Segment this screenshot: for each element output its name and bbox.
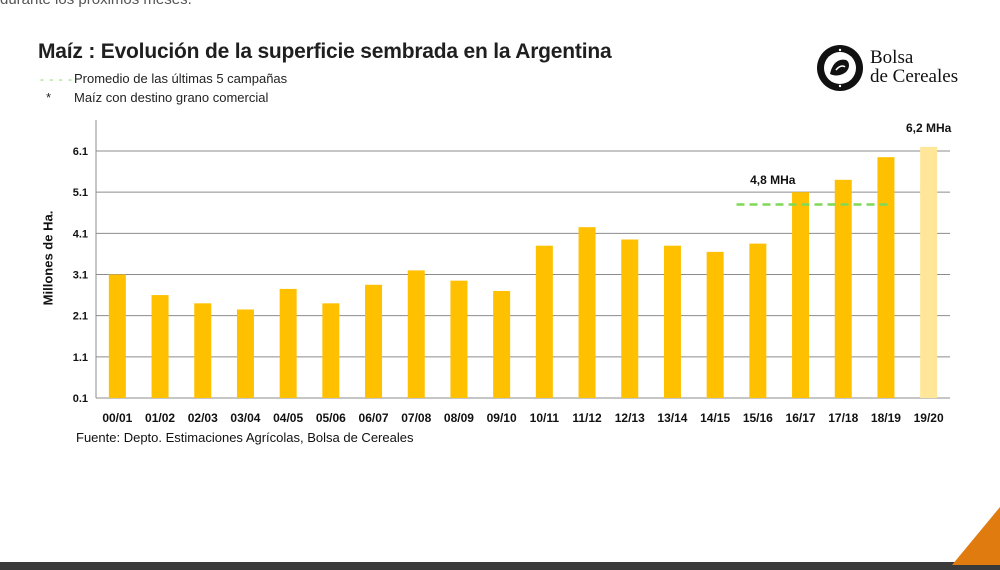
x-tick-label: 02/03 bbox=[188, 411, 218, 425]
legend-average-label: Promedio de las últimas 5 campañas bbox=[74, 71, 288, 86]
logo-line-1: Bolsa bbox=[870, 47, 914, 68]
bar-14-15 bbox=[706, 251, 724, 398]
bar-18-19 bbox=[877, 157, 895, 398]
x-tick-label: 18/19 bbox=[871, 411, 901, 425]
bar-04-05 bbox=[279, 288, 297, 398]
x-tick-label: 06/07 bbox=[359, 411, 389, 425]
x-tick-label: 12/13 bbox=[615, 411, 645, 425]
x-tick-label: 03/04 bbox=[230, 411, 260, 425]
y-tick-label: 6.1 bbox=[73, 146, 88, 158]
x-tick-label: 19/20 bbox=[914, 411, 944, 425]
legend-note: * Maíz con destino grano comercial bbox=[40, 90, 268, 105]
y-tick-label: 1.1 bbox=[73, 352, 88, 364]
x-tick-label: 15/16 bbox=[743, 411, 773, 425]
bar-12-13 bbox=[621, 239, 639, 398]
chart-title: Maíz : Evolución de la superficie sembra… bbox=[38, 40, 612, 63]
x-tick-label: 16/17 bbox=[786, 411, 816, 425]
bar-05-06 bbox=[322, 303, 340, 398]
seal-icon bbox=[817, 45, 863, 91]
logo-text: Bolsa de Cereales bbox=[870, 48, 958, 86]
x-tick-label: 00/01 bbox=[102, 411, 132, 425]
bar-08-09 bbox=[450, 280, 468, 398]
bar-09-10 bbox=[493, 290, 511, 398]
bar-01-02 bbox=[151, 295, 169, 398]
corner-accent-icon bbox=[952, 507, 1000, 565]
bar-07-08 bbox=[407, 270, 425, 398]
y-tick-label: 3.1 bbox=[73, 270, 88, 282]
bottom-bar bbox=[0, 562, 1000, 570]
bar-15-16 bbox=[749, 243, 767, 398]
bar-19-20 bbox=[920, 146, 938, 398]
legend-average: - - - -Promedio de las últimas 5 campaña… bbox=[40, 71, 287, 86]
y-tick-label: 0.1 bbox=[73, 393, 88, 405]
legend-note-symbol: * bbox=[46, 90, 52, 105]
x-tick-label: 13/14 bbox=[657, 411, 687, 425]
bar-00-01 bbox=[108, 274, 126, 398]
x-tick-label: 11/12 bbox=[572, 411, 602, 425]
bar-03-04 bbox=[236, 309, 254, 398]
bar-17-18 bbox=[834, 179, 852, 398]
bar-10-11 bbox=[535, 245, 553, 398]
legend-average-symbol: - - - - bbox=[40, 72, 73, 86]
x-tick-label: 01/02 bbox=[145, 411, 175, 425]
y-tick-label: 2.1 bbox=[73, 311, 88, 323]
y-tick-label: 5.1 bbox=[73, 187, 88, 199]
bolsa-de-cereales-logo: Bolsa de Cereales bbox=[816, 44, 976, 94]
value-annotation: 6,2 MHa bbox=[906, 121, 952, 135]
bar-11-12 bbox=[578, 227, 596, 398]
x-tick-label: 07/08 bbox=[401, 411, 431, 425]
bar-06-07 bbox=[365, 284, 383, 398]
y-tick-label: 4.1 bbox=[73, 228, 88, 240]
x-tick-label: 10/11 bbox=[530, 411, 560, 425]
x-tick-label: 17/18 bbox=[828, 411, 858, 425]
bar-02-03 bbox=[194, 303, 212, 398]
average-label: 4,8 MHa bbox=[750, 173, 796, 187]
source-note: Fuente: Depto. Estimaciones Agrícolas, B… bbox=[76, 430, 414, 445]
bar-16-17 bbox=[792, 192, 810, 398]
legend-note-label: Maíz con destino grano comercial bbox=[74, 90, 269, 105]
x-tick-label: 09/10 bbox=[487, 411, 517, 425]
logo-line-2: de Cereales bbox=[870, 66, 959, 87]
x-tick-label: 05/06 bbox=[316, 411, 346, 425]
x-tick-label: 14/15 bbox=[700, 411, 730, 425]
truncated-header-text: durante los próximos meses. bbox=[0, 0, 192, 8]
bar-13-14 bbox=[663, 245, 681, 398]
x-tick-label: 08/09 bbox=[444, 411, 474, 425]
x-tick-label: 04/05 bbox=[273, 411, 303, 425]
